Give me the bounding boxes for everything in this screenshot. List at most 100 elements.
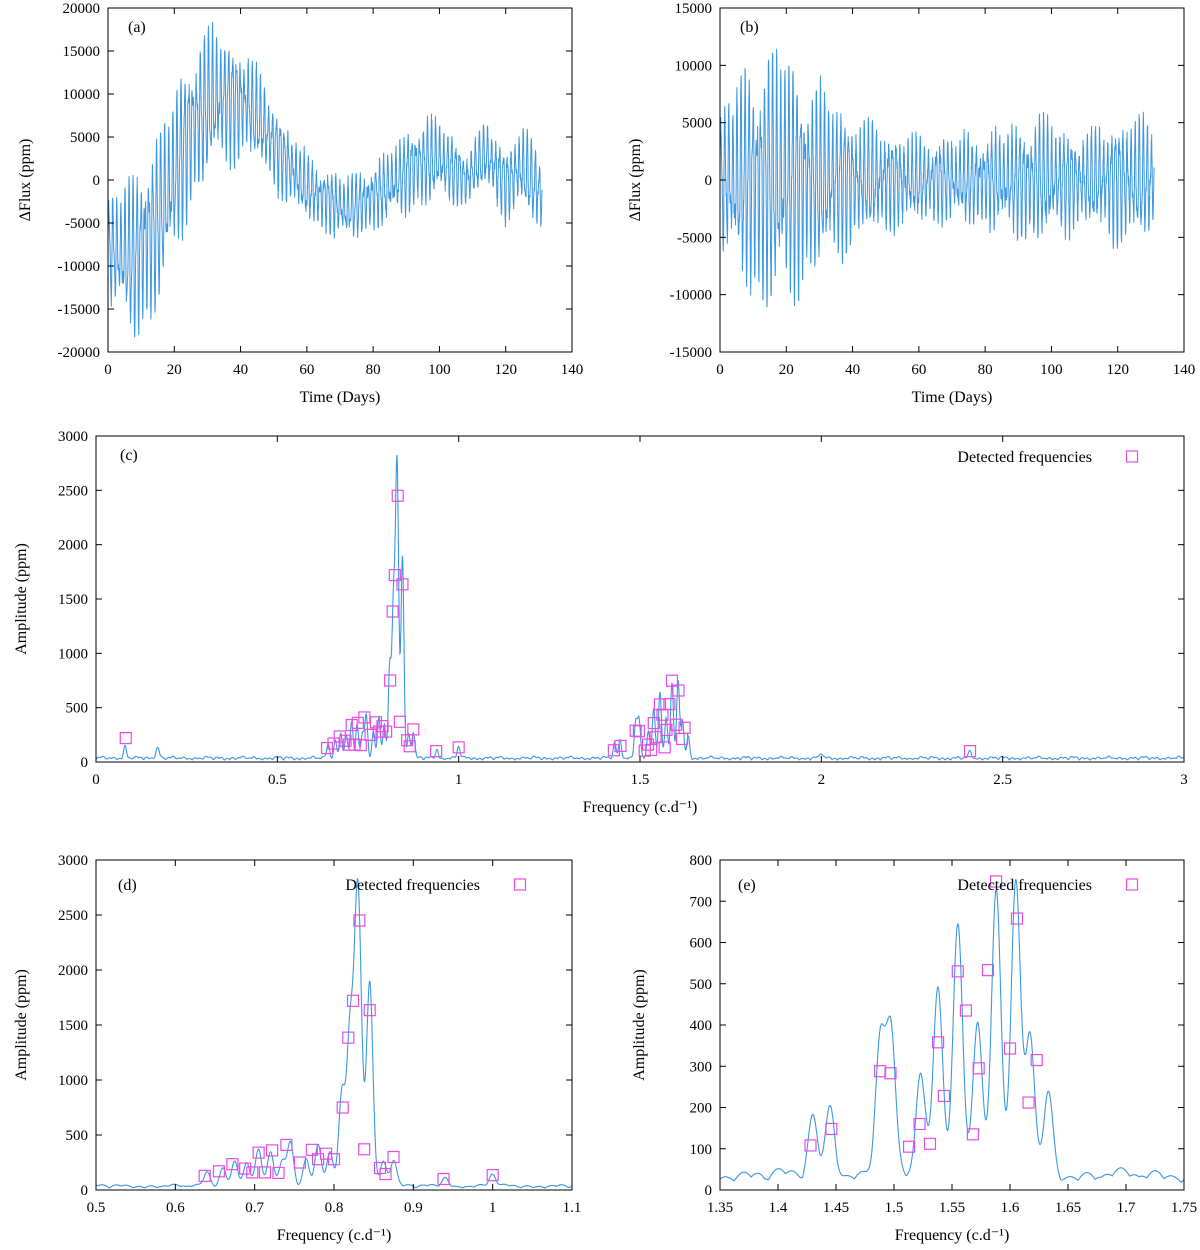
detected-frequency-marker: [345, 718, 358, 732]
detected-frequency-marker: [320, 741, 334, 755]
x-tick-label: 1.1: [563, 1200, 582, 1216]
panel-label: (d): [118, 877, 137, 894]
panel-b: 0 20 40 60 80 100 120 140 -15000 -10000 -5000 0 5000…: [627, 1, 1195, 406]
y-tick-label: 10000: [675, 58, 713, 74]
detected-frequency-marker: [387, 1150, 400, 1164]
x-axis-title: Time (Days): [912, 389, 993, 406]
x-tick-label: 1.45: [823, 1200, 849, 1216]
panel-d: 0.5 0.6 0.7 0.8 0.9 1 1.1 0 500 1000 1500 2000 2500 3…: [13, 853, 581, 1244]
detected-frequency-marker: [239, 1162, 252, 1175]
detected-frequency-marker: [403, 740, 416, 753]
y-tick-label: 1000: [58, 646, 88, 662]
detected-frequency-marker: [266, 1144, 279, 1157]
detected-frequency-marker: [632, 725, 646, 738]
x-tick-label: 140: [1173, 362, 1196, 378]
spectrum-trace-c: [96, 454, 1184, 761]
detected-frequency-marker: [358, 711, 371, 724]
detected-frequency-marker: [656, 708, 669, 721]
detected-frequency-marker: [272, 1166, 285, 1180]
x-tick-label: 1.7: [1117, 1200, 1136, 1216]
y-tick-label: -10000: [58, 259, 101, 275]
detected-frequency-marker: [363, 1004, 376, 1017]
y-tick-label: 2000: [58, 963, 88, 979]
x-tick-label: 0.5: [87, 1200, 106, 1216]
y-tick-label: 500: [66, 701, 89, 717]
detected-frequency-marker: [486, 1169, 499, 1182]
y-tick-label: 600: [690, 936, 713, 952]
detected-frequency-marker: [346, 994, 360, 1007]
detected-frequency-marker: [1003, 1042, 1017, 1055]
lightcurve-trace-b: [720, 48, 1155, 308]
x-tick-label: 80: [366, 362, 381, 378]
y-tick-label: 2500: [58, 908, 88, 924]
x-tick-label: 1.75: [1171, 1200, 1197, 1216]
detected-frequency-marker: [119, 731, 132, 745]
panel-e: 1.35 1.4 1.45 1.5 1.55 1.6 1.65 1.7 1.75 0 100 200 3…: [631, 853, 1197, 1244]
panel-c: 0 0.5 1 1.5 2 2.5 3 0 500 1000 1500 2000 2500 3000 Fre…: [13, 429, 1188, 816]
detected-frequency-marker: [396, 578, 409, 591]
x-tick-label: 2: [818, 772, 826, 788]
y-tick-label: 10000: [63, 87, 101, 103]
detected-frequency-marker: [902, 1140, 916, 1153]
detected-frequency-marker: [951, 965, 964, 978]
y-axis-title: ΔFlux (ppm): [17, 139, 34, 222]
x-tick-label: 0.8: [325, 1200, 344, 1216]
detected-frequency-marker: [670, 718, 683, 731]
y-tick-label: 0: [705, 173, 713, 189]
detected-frequency-marker: [258, 1166, 272, 1179]
y-tick-label: -5000: [65, 216, 100, 232]
legend-marker: [1125, 878, 1139, 891]
detected-frequency-marker: [931, 1036, 945, 1049]
detected-frequency-marker: [339, 734, 352, 747]
x-axis-title: Time (Days): [300, 389, 381, 406]
x-tick-label: 120: [494, 362, 517, 378]
x-axis-title: Frequency (c.d⁻¹): [583, 799, 698, 816]
detected-frequency-marker: [358, 1143, 371, 1156]
x-tick-label: 1.5: [885, 1200, 904, 1216]
detected-frequency-marker: [678, 721, 691, 734]
y-axis-title: Amplitude (ppm): [13, 969, 30, 1081]
detected-frequency-marker: [198, 1169, 211, 1183]
x-tick-label: 0: [92, 772, 100, 788]
panel-label: (b): [740, 19, 759, 36]
detected-frequency-marker: [327, 737, 340, 750]
x-tick-label: 60: [299, 362, 314, 378]
detected-frequency-marker: [430, 745, 443, 758]
x-tick-label: 20: [167, 362, 182, 378]
y-tick-label: -15000: [670, 345, 713, 361]
detected-frequency-marker: [966, 1128, 979, 1141]
x-tick-label: 0: [104, 362, 112, 378]
plot-frame: [719, 859, 1185, 1191]
y-tick-label: -5000: [677, 230, 712, 246]
y-tick-label: 5000: [70, 130, 100, 146]
y-tick-label: 1500: [58, 592, 88, 608]
detected-frequency-marker: [647, 716, 660, 730]
detected-frequency-marker: [380, 725, 393, 738]
detected-frequency-marker: [226, 1158, 239, 1171]
y-tick-label: 0: [705, 1183, 713, 1199]
y-axis-title: ΔFlux (ppm): [627, 139, 644, 222]
legend-label: Detected frequencies: [957, 449, 1092, 466]
detected-frequency-marker: [937, 1089, 950, 1103]
panel-label: (e): [738, 877, 756, 894]
plot-frame: [95, 435, 1185, 763]
y-tick-label: 2000: [58, 538, 88, 554]
y-axis-title: Amplitude (ppm): [13, 543, 30, 655]
spectrum-trace-e: [720, 879, 1184, 1184]
y-tick-label: 3000: [58, 429, 88, 445]
y-tick-label: 1000: [58, 1073, 88, 1089]
detected-frequency-marker: [1010, 912, 1024, 925]
detected-frequency-marker: [437, 1172, 450, 1186]
detected-frequency-marker: [354, 739, 367, 752]
detected-frequency-marker: [407, 723, 420, 736]
detected-frequency-marker: [212, 1165, 226, 1178]
panel-label: (a): [128, 19, 146, 36]
y-tick-label: 800: [690, 853, 713, 869]
legend-marker: [1125, 450, 1139, 463]
detected-frequency-marker: [972, 1062, 985, 1075]
detected-frequency-marker: [348, 738, 361, 751]
detected-frequency-marker: [386, 605, 399, 618]
x-tick-label: 1.55: [939, 1200, 965, 1216]
detected-frequency-marker: [293, 1156, 306, 1169]
detected-frequency-marker: [1022, 1096, 1035, 1109]
